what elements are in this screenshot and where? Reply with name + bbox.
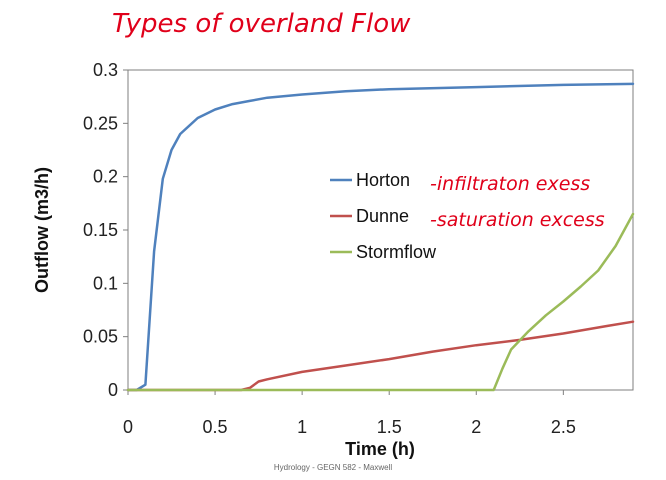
dunne-annotation: -saturation excess: [430, 209, 605, 231]
footer: Hydrology - GEGN 582 - Maxwell: [274, 463, 392, 472]
x-tick-label: 2.5: [551, 417, 576, 437]
series-layer: [126, 82, 635, 392]
y-tick-label: 0.25: [83, 113, 118, 133]
legend-label-horton: Horton: [356, 170, 410, 190]
y-tick-label: 0.3: [93, 60, 118, 80]
x-tick-label: 1: [297, 417, 307, 437]
y-tick-label: 0.15: [83, 220, 118, 240]
y-tick-label: 0: [108, 380, 118, 400]
x-tick-label: 1.5: [377, 417, 402, 437]
series-line-horton: [126, 82, 635, 392]
legend-label-dunne: Dunne: [356, 206, 409, 226]
horton-annotation: -infiltraton exess: [430, 173, 590, 195]
y-tick-label: 0.2: [93, 167, 118, 187]
x-tick-label: 2: [471, 417, 481, 437]
series-line-dunne: [126, 320, 635, 392]
y-tick-label: 0.1: [93, 273, 118, 293]
y-axis: 0 0.05 0.1 0.15 0.2 0.25 0.3: [83, 60, 128, 400]
legend: Horton Dunne Stormflow: [330, 170, 437, 262]
y-axis-title: Outflow (m3/h): [32, 167, 52, 293]
x-axis-title: Time (h): [345, 439, 415, 459]
legend-label-stormflow: Stormflow: [356, 242, 437, 262]
series-line-stormflow: [126, 212, 635, 392]
y-tick-label: 0.05: [83, 327, 118, 347]
x-tick-label: 0: [123, 417, 133, 437]
handwritten-title: Types of overland Flow: [112, 9, 411, 39]
x-tick-label: 0.5: [203, 417, 228, 437]
x-axis: 0 0.5 1 1.5 2 2.5: [123, 390, 576, 437]
